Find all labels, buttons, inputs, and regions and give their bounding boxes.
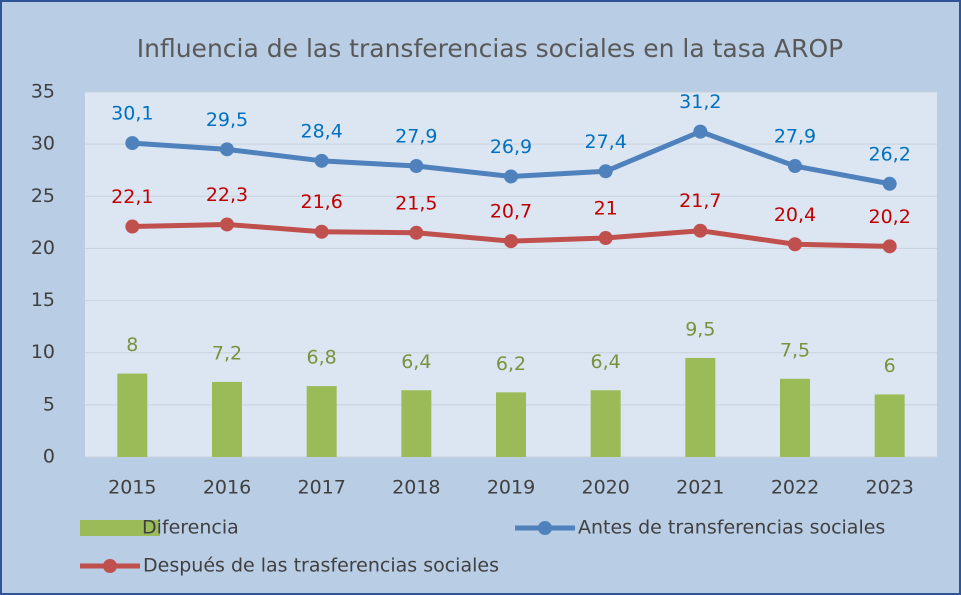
legend-marker	[103, 559, 117, 573]
y-tick-label: 15	[31, 289, 55, 311]
bar	[590, 390, 621, 457]
point	[409, 225, 424, 240]
data-label: 22,3	[206, 184, 248, 206]
legend-label: Diferencia	[142, 517, 239, 539]
bar	[117, 373, 148, 457]
x-tick-label: 2018	[392, 477, 440, 499]
y-tick-label: 30	[31, 133, 55, 155]
point	[788, 237, 802, 252]
bar	[401, 390, 432, 457]
data-label: 6,4	[591, 351, 621, 373]
data-label: 21	[594, 198, 618, 220]
point	[504, 169, 518, 184]
data-label: 21,5	[395, 192, 437, 214]
point	[220, 142, 234, 157]
data-label: 31,2	[679, 91, 721, 113]
data-label: 7,2	[212, 342, 242, 364]
data-label: 27,9	[774, 126, 816, 148]
x-tick-label: 2022	[771, 477, 819, 499]
point	[220, 217, 234, 232]
x-tick-label: 2021	[676, 477, 724, 499]
data-label: 7,5	[780, 339, 810, 361]
bar	[306, 386, 337, 457]
point	[409, 159, 424, 174]
y-tick-label: 10	[31, 341, 55, 363]
data-label: 6,8	[307, 347, 337, 369]
data-label: 20,7	[490, 201, 532, 223]
y-tick-label: 35	[31, 81, 55, 103]
data-label: 26,2	[869, 143, 911, 165]
y-tick-label: 20	[31, 237, 55, 259]
data-label: 27,9	[395, 126, 437, 148]
point	[314, 224, 329, 239]
x-tick-label: 2023	[865, 477, 913, 499]
data-label: 29,5	[206, 109, 248, 131]
point	[125, 136, 140, 151]
data-label: 6,4	[401, 351, 431, 373]
bar	[685, 357, 716, 457]
data-label: 20,2	[869, 206, 911, 228]
data-label: 6	[884, 355, 896, 377]
point	[504, 234, 518, 249]
x-tick-label: 2015	[108, 477, 156, 499]
point	[693, 124, 708, 139]
bar	[780, 378, 810, 457]
data-label: 28,4	[301, 120, 343, 142]
point	[693, 223, 708, 238]
x-tick-label: 2020	[581, 477, 629, 499]
point	[788, 159, 802, 174]
data-label: 21,6	[301, 191, 343, 213]
data-label: 8	[126, 334, 138, 356]
x-tick-label: 2016	[203, 477, 251, 499]
chart-title: Influencia de las transferencias sociale…	[137, 34, 843, 63]
legend-marker	[538, 521, 552, 535]
y-tick-label: 25	[31, 185, 55, 207]
bar	[212, 381, 242, 457]
x-tick-label: 2019	[487, 477, 535, 499]
legend-swatch	[80, 520, 160, 536]
data-label: 22,1	[111, 186, 153, 208]
point	[882, 239, 897, 254]
legend-label: Antes de transferencias sociales	[578, 517, 885, 539]
data-label: 21,7	[679, 190, 721, 212]
bar	[496, 392, 526, 457]
legend-label: Después de las trasferencias sociales	[143, 555, 499, 577]
data-label: 30,1	[111, 103, 153, 125]
y-tick-label: 5	[43, 393, 55, 415]
point	[314, 153, 329, 168]
point	[598, 231, 613, 245]
data-label: 20,4	[774, 204, 816, 226]
x-tick-label: 2017	[297, 477, 345, 499]
data-label: 6,2	[496, 353, 526, 375]
bar	[874, 394, 905, 457]
point	[882, 176, 897, 191]
point	[598, 164, 613, 179]
data-label: 27,4	[585, 131, 627, 153]
y-tick-label: 0	[43, 446, 55, 468]
data-label: 9,5	[685, 318, 715, 340]
data-label: 26,9	[490, 136, 532, 158]
point	[125, 219, 140, 234]
